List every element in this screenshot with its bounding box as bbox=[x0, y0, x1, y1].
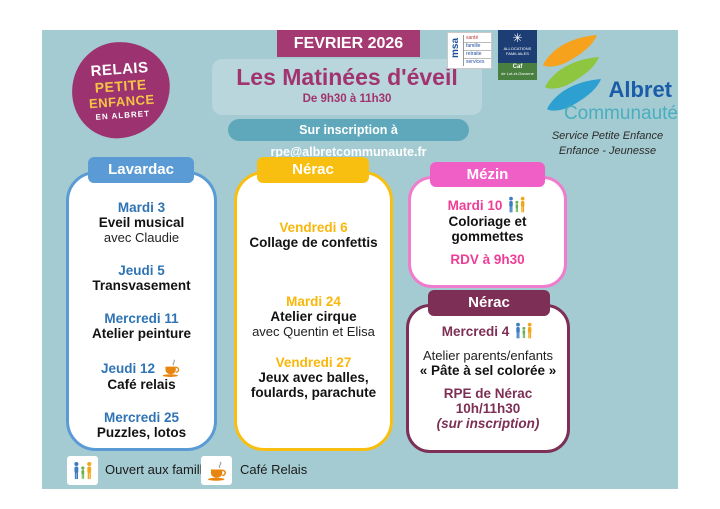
column-header-mezin: Mézin bbox=[430, 162, 545, 187]
event: Mercredi 4 Atelier parents/enfants « Pât… bbox=[409, 322, 567, 431]
msa-slogan-line: santé bbox=[464, 35, 491, 43]
card-nerac-plum: Mercredi 4 Atelier parents/enfants « Pât… bbox=[406, 304, 570, 453]
coffee-cup-icon bbox=[207, 461, 226, 481]
legend-family-iconbox bbox=[67, 456, 98, 485]
event: Mercredi 25 Puzzles, lotos bbox=[69, 410, 214, 440]
flyer-canvas: RELAIS PETITE ENFANCE EN ALBRET FEVRIER … bbox=[42, 30, 678, 489]
event: Mardi 3 Eveil musical avec Claudie bbox=[69, 200, 214, 245]
event-note: avec Claudie bbox=[103, 230, 180, 245]
rpe-logo-line4: EN ALBRET bbox=[95, 108, 151, 122]
event-date: Mardi 24 bbox=[286, 294, 341, 309]
event-date: Mardi 10 bbox=[447, 197, 503, 213]
rpe-logo: RELAIS PETITE ENFANCE EN ALBRET bbox=[68, 38, 174, 142]
card-mezin: Mardi 10 Coloriage et gommettes RDV à 9h… bbox=[408, 176, 567, 288]
caf-region: de Lot-et-Garonne bbox=[501, 71, 534, 76]
event-title: Transvasement bbox=[92, 278, 191, 293]
event-date: Mercredi 11 bbox=[104, 311, 179, 326]
event-location: RPE de Nérac bbox=[443, 386, 533, 401]
page-subtitle: De 9h30 à 11h30 bbox=[302, 93, 392, 105]
page-title: Les Matinées d'éveil bbox=[236, 64, 458, 90]
coffee-cup-icon bbox=[162, 359, 180, 377]
albret-communaute: Communauté bbox=[563, 103, 678, 124]
caf-figures-icon: ✳ bbox=[512, 31, 523, 45]
msa-logo: msa santé famille retraite services bbox=[447, 32, 492, 69]
column-lavardac: Lavardac Mardi 3 Eveil musical avec Clau… bbox=[66, 157, 217, 451]
legend-coffee-label: Café Relais bbox=[240, 462, 308, 477]
event-time: RDV à 9h30 bbox=[450, 252, 525, 267]
albret-service-line: Service Petite Enfance bbox=[551, 130, 664, 142]
event-title: Eveil musical bbox=[98, 215, 185, 230]
family-figures-icon bbox=[509, 196, 525, 213]
event-mention: (sur inscription) bbox=[436, 416, 540, 431]
registration-banner[interactable]: Sur inscription à rpe@albretcommunaute.f… bbox=[228, 119, 469, 159]
msa-slogan-line: famille bbox=[464, 43, 491, 51]
legend-family-label: Ouvert aux familles bbox=[105, 462, 217, 477]
event-date: Mercredi 4 bbox=[441, 323, 510, 339]
event-date: Vendredi 6 bbox=[279, 220, 348, 235]
event: Vendredi 27 Jeux avec balles, foulards, … bbox=[237, 355, 390, 400]
column-header-lavardac: Lavardac bbox=[88, 157, 194, 183]
event-title: Collage de confettis bbox=[249, 235, 378, 250]
event-title: « Pâte à sel colorée » bbox=[419, 363, 557, 378]
event-title: Puzzles, lotos bbox=[96, 425, 187, 440]
event-date: Mardi 3 bbox=[117, 200, 166, 215]
legend-coffee-iconbox bbox=[201, 456, 232, 485]
event-title: Coloriage et gommettes bbox=[448, 214, 527, 244]
albret-name: Albret bbox=[608, 77, 672, 102]
column-header-nerac: Nérac bbox=[257, 157, 369, 183]
month-badge: FEVRIER 2026 bbox=[277, 30, 420, 57]
event: Vendredi 6 Collage de confettis bbox=[237, 220, 390, 250]
event-date: Mercredi 25 bbox=[103, 410, 180, 425]
msa-mark: msa bbox=[450, 37, 461, 58]
event-date: Jeudi 12 bbox=[100, 360, 156, 376]
albret-communaute-logo: Albret Communauté Service Petite Enfance… bbox=[537, 33, 678, 165]
event-subtitle: Atelier parents/enfants bbox=[422, 348, 554, 363]
event: Mardi 10 Coloriage et gommettes RDV à 9h… bbox=[411, 196, 564, 267]
event-date: Jeudi 5 bbox=[118, 263, 165, 278]
albret-leaves-icon bbox=[543, 35, 601, 111]
family-figures-icon bbox=[73, 461, 91, 479]
caf-logo: ✳ ALLOCATIONS FAMILIALES Caf de Lot-et-G… bbox=[498, 30, 537, 80]
msa-slogan: santé famille retraite services bbox=[463, 35, 491, 66]
msa-slogan-line: retraite bbox=[464, 51, 491, 59]
event: Mercredi 11 Atelier peinture bbox=[69, 311, 214, 341]
event: Mardi 24 Atelier cirque avec Quentin et … bbox=[237, 294, 390, 339]
event-hour: 10h/11h30 bbox=[455, 401, 521, 416]
event-date: Vendredi 27 bbox=[275, 355, 352, 370]
card-nerac-yellow: Vendredi 6 Collage de confettis Mardi 24… bbox=[234, 171, 393, 451]
title-panel: Les Matinées d'éveil De 9h30 à 11h30 bbox=[212, 59, 482, 115]
albret-jeunesse-line: Enfance - Jeunesse bbox=[558, 145, 657, 157]
event-title: Atelier cirque bbox=[270, 309, 357, 324]
caf-logo-top: ✳ ALLOCATIONS FAMILIALES bbox=[498, 30, 537, 63]
event-title: Atelier peinture bbox=[91, 326, 192, 341]
family-figures-icon bbox=[516, 322, 532, 339]
card-lavardac: Mardi 3 Eveil musical avec Claudie Jeudi… bbox=[66, 171, 217, 451]
caf-logo-bottom: Caf de Lot-et-Garonne bbox=[498, 63, 537, 80]
event: Jeudi 5 Transvasement bbox=[69, 263, 214, 293]
event-title: Jeux avec balles, foulards, parachute bbox=[250, 370, 377, 400]
column-nerac-yellow: Nérac Vendredi 6 Collage de confettis Ma… bbox=[234, 157, 393, 451]
column-nerac-plum: Nérac Mercredi 4 Atelier parents/enfants… bbox=[406, 290, 570, 453]
event: Jeudi 12 Café relais bbox=[69, 359, 214, 392]
caf-org-label: ALLOCATIONS FAMILIALES bbox=[503, 46, 532, 56]
msa-slogan-line: services bbox=[466, 59, 485, 65]
column-header-nerac2: Nérac bbox=[428, 290, 550, 316]
event-note: avec Quentin et Elisa bbox=[252, 324, 375, 339]
column-mezin: Mézin Mardi 10 Coloriage et gommettes RD… bbox=[408, 162, 567, 288]
caf-name: Caf bbox=[512, 64, 523, 70]
event-title: Café relais bbox=[107, 377, 176, 392]
